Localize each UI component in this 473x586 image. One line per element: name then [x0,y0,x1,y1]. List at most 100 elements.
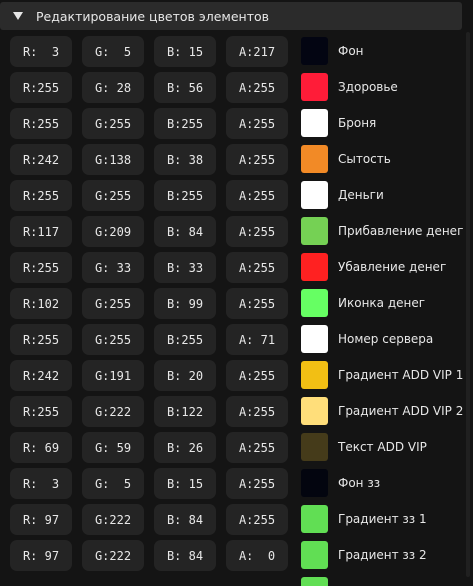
alpha-value-field[interactable]: A: 71 [226,324,288,355]
blue-value-field[interactable]: B: 84 [154,540,216,571]
section-title: Редактирование цветов элементов [36,8,270,24]
green-value-field[interactable]: G:222 [82,396,144,427]
color-swatch[interactable] [301,253,328,281]
red-value-field[interactable]: R: 3 [10,36,72,67]
blue-value-field[interactable]: B: 56 [154,72,216,103]
alpha-value-field[interactable]: A:255 [226,252,288,283]
green-value-field[interactable]: G: 5 [82,468,144,499]
alpha-value-field[interactable]: A:255 [226,432,288,463]
green-value-field[interactable]: G:191 [82,360,144,391]
blue-value-field[interactable]: B: 99 [154,288,216,319]
color-row: R:255 G:255 B:255 A: 71 Номер сервера [0,324,460,355]
color-swatch[interactable] [301,217,328,245]
red-value-field[interactable]: R:242 [10,360,72,391]
red-value-field[interactable]: R:102 [10,288,72,319]
color-swatch[interactable] [301,145,328,173]
red-value-field[interactable]: R:117 [10,216,72,247]
red-value-field[interactable]: R:255 [10,324,72,355]
blue-value-field[interactable]: B: 84 [154,216,216,247]
color-row: R:102 G:255 B: 99 A:255 Иконка денег [0,288,460,319]
color-swatch[interactable] [301,109,328,137]
blue-value-field[interactable]: B:122 [154,396,216,427]
alpha-value-field[interactable]: A: 0 [226,540,288,571]
color-row-label: Броня [338,116,377,130]
blue-value-field[interactable]: B:255 [154,180,216,211]
alpha-value-field[interactable]: A:255 [226,360,288,391]
alpha-value-field[interactable]: A:255 [226,288,288,319]
color-row: R:255 G: 33 B: 33 A:255 Убавление денег [0,252,460,283]
green-value-field[interactable]: G: 59 [82,432,144,463]
color-swatch[interactable] [301,577,328,586]
color-swatch[interactable] [301,469,328,497]
blue-value-field[interactable]: B: 33 [154,252,216,283]
alpha-value-field[interactable]: A:255 [226,468,288,499]
alpha-value-field[interactable]: A:255 [226,504,288,535]
blue-value-field[interactable]: B: 38 [154,144,216,175]
green-value-field[interactable]: G: 28 [82,72,144,103]
color-swatch[interactable] [301,37,328,65]
color-swatch[interactable] [301,325,328,353]
color-row: R:255 G:222 B:122 A:255 Градиент ADD VIP 2 [0,396,463,427]
green-value-field[interactable]: G:222 [82,504,144,535]
color-row: R: 3 G: 5 B: 15 A:255 Фон зз [0,468,460,499]
scrollbar[interactable] [466,32,470,577]
green-value-field[interactable]: G:255 [82,108,144,139]
color-swatch[interactable] [301,541,328,569]
alpha-value-field[interactable]: A:255 [226,216,288,247]
blue-value-field[interactable]: B: 15 [154,468,216,499]
color-row: R:117 G:209 B: 84 A:255 Прибавление денег [0,216,464,247]
color-row: R: 3 G: 5 B: 15 A:217 Фон [0,36,460,67]
alpha-value-field[interactable]: A:255 [226,396,288,427]
red-value-field[interactable]: R: 3 [10,468,72,499]
blue-value-field[interactable]: B:255 [154,324,216,355]
blue-value-field[interactable]: B: 84 [154,504,216,535]
color-row-label: Номер сервера [338,332,434,346]
color-swatch[interactable] [301,73,328,101]
alpha-value-field[interactable]: A:217 [226,36,288,67]
color-swatch[interactable] [301,289,328,317]
red-value-field[interactable]: R:255 [10,252,72,283]
green-value-field[interactable]: G:222 [82,540,144,571]
color-swatch[interactable] [301,433,328,461]
green-value-field[interactable]: G: 5 [82,36,144,67]
blue-value-field[interactable]: B: 15 [154,36,216,67]
collapse-triangle-icon[interactable] [13,12,23,20]
green-value-field[interactable]: G:255 [82,288,144,319]
color-row-label: Иконка денег [338,296,426,310]
red-value-field[interactable]: R:255 [10,396,72,427]
color-swatch[interactable] [301,181,328,209]
color-row-label: Текст ADD VIP [338,440,427,454]
alpha-value-field[interactable]: A:255 [226,108,288,139]
color-row: R: 97 G:222 B: 84 A:255 Градиент зз 1 [0,504,460,535]
red-value-field[interactable]: R: 69 [10,432,72,463]
red-value-field[interactable]: R:255 [10,72,72,103]
green-value-field[interactable]: G:255 [82,180,144,211]
color-row-label: Деньги [338,188,384,202]
red-value-field[interactable]: R: 97 [10,504,72,535]
color-row: R:242 G:138 B: 38 A:255 Сытость [0,144,460,175]
color-row-label: Убавление денег [338,260,447,274]
color-swatch[interactable] [301,361,328,389]
color-row-label: Градиент зз 1 [338,512,427,526]
color-row-label: Сытость [338,152,391,166]
red-value-field[interactable]: R: 97 [10,540,72,571]
red-value-field[interactable]: R:242 [10,144,72,175]
blue-value-field[interactable]: B: 26 [154,432,216,463]
green-value-field[interactable]: G: 33 [82,252,144,283]
green-value-field[interactable]: G:255 [82,324,144,355]
alpha-value-field[interactable]: A:255 [226,144,288,175]
alpha-value-field[interactable]: A:255 [226,72,288,103]
red-value-field[interactable]: R:255 [10,180,72,211]
blue-value-field[interactable]: B:255 [154,108,216,139]
color-swatch[interactable] [301,505,328,533]
color-row-label: Прибавление денег [338,224,464,238]
color-row [0,576,460,586]
green-value-field[interactable]: G:138 [82,144,144,175]
section-header[interactable]: Редактирование цветов элементов [0,2,462,30]
color-swatch[interactable] [301,397,328,425]
color-row: R:242 G:191 B: 20 A:255 Градиент ADD VIP 1 [0,360,463,391]
green-value-field[interactable]: G:209 [82,216,144,247]
red-value-field[interactable]: R:255 [10,108,72,139]
blue-value-field[interactable]: B: 20 [154,360,216,391]
alpha-value-field[interactable]: A:255 [226,180,288,211]
